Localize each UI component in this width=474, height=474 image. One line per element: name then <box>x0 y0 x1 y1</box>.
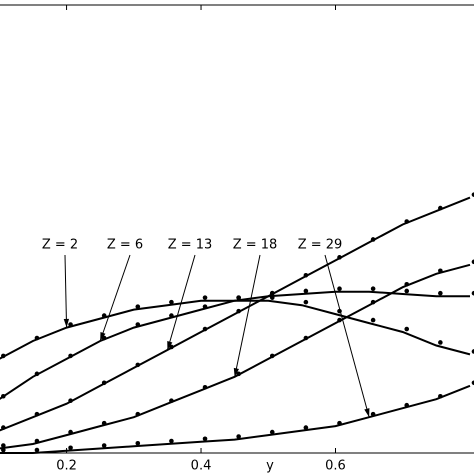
label-bg <box>166 236 214 254</box>
data-point <box>337 420 342 426</box>
arrow-head <box>167 340 173 350</box>
data-point <box>1 393 6 399</box>
annotation-arrow <box>166 254 196 351</box>
data-point <box>135 440 141 446</box>
data-point <box>337 255 342 260</box>
data-point <box>471 349 474 354</box>
data-point <box>34 438 40 444</box>
series-label: Z = 29 <box>298 238 343 253</box>
series-label: Z = 13 <box>168 238 213 253</box>
annotation-arrow <box>234 254 261 377</box>
data-point <box>471 380 474 386</box>
data-point <box>404 219 410 224</box>
data-point <box>370 411 376 417</box>
data-point <box>438 205 443 211</box>
model-line <box>0 290 470 400</box>
arrow-head <box>63 318 70 328</box>
data-point <box>370 237 376 242</box>
model-line <box>0 299 471 360</box>
data-point <box>303 272 309 278</box>
data-point <box>404 326 410 332</box>
label-bg <box>101 236 149 254</box>
annotation-arrow <box>324 254 370 418</box>
data-point <box>303 288 309 294</box>
data-point <box>269 429 275 435</box>
data-point <box>68 353 73 359</box>
data-point <box>202 304 208 309</box>
data-point <box>135 322 141 327</box>
data-point <box>169 299 174 305</box>
series-label: Z = 18 <box>233 238 278 253</box>
data-point <box>471 290 474 296</box>
data-point <box>202 295 208 300</box>
data-point <box>1 443 6 448</box>
data-point <box>135 411 141 417</box>
data-point <box>68 398 73 404</box>
data-point <box>236 295 241 300</box>
arrow-head <box>100 332 106 341</box>
data-point <box>169 438 174 444</box>
model-line <box>0 384 471 454</box>
data-point <box>370 317 376 323</box>
data-point <box>471 192 474 197</box>
data-point <box>438 340 443 345</box>
data-point <box>34 371 40 377</box>
data-point <box>68 429 73 435</box>
data-point <box>236 308 241 314</box>
data-point <box>303 335 309 341</box>
annotation-arrow <box>64 254 68 328</box>
data-point <box>404 402 410 408</box>
data-point <box>303 299 309 305</box>
data-point <box>337 317 342 323</box>
data-point <box>370 299 376 305</box>
arrow-head <box>233 367 240 377</box>
series-label: Z = 2 <box>42 238 78 253</box>
data-point <box>1 353 6 359</box>
data-point <box>269 353 275 359</box>
data-point <box>101 380 107 386</box>
data-point <box>135 304 141 309</box>
data-point <box>404 288 410 294</box>
data-point <box>68 322 73 327</box>
data-point <box>34 411 40 417</box>
data-point <box>471 259 474 265</box>
x-tick-label: 0.6 <box>325 459 346 474</box>
data-point <box>34 335 40 341</box>
data-point <box>169 344 174 350</box>
data-point <box>337 286 342 292</box>
data-point <box>202 384 208 390</box>
x-axis-label: y <box>266 459 274 474</box>
data-point <box>68 445 73 451</box>
data-point <box>438 393 443 399</box>
x-tick-label: 0.2 <box>56 459 77 474</box>
x-tick-label: 0.4 <box>191 459 212 474</box>
label-bg <box>296 236 344 254</box>
data-point <box>202 326 208 332</box>
arrow-head <box>364 408 370 418</box>
data-point <box>169 313 174 318</box>
data-point <box>202 436 208 442</box>
data-point <box>101 420 107 426</box>
data-point <box>1 425 6 430</box>
data-point <box>101 313 107 318</box>
data-point <box>135 362 141 368</box>
data-point <box>438 290 443 296</box>
data-point <box>303 425 309 430</box>
data-point <box>169 398 174 404</box>
data-point <box>101 443 107 448</box>
model-line <box>0 196 471 432</box>
data-point <box>404 281 410 287</box>
data-point <box>269 290 275 296</box>
label-bg <box>231 236 279 254</box>
data-point <box>236 371 241 377</box>
data-point <box>438 268 443 274</box>
annotation-arrow <box>99 254 131 342</box>
series-label: Z = 6 <box>107 238 143 253</box>
data-point <box>236 434 241 439</box>
data-point <box>370 286 376 292</box>
label-bg <box>36 236 84 254</box>
data-point <box>34 447 40 453</box>
data-point <box>1 447 6 453</box>
